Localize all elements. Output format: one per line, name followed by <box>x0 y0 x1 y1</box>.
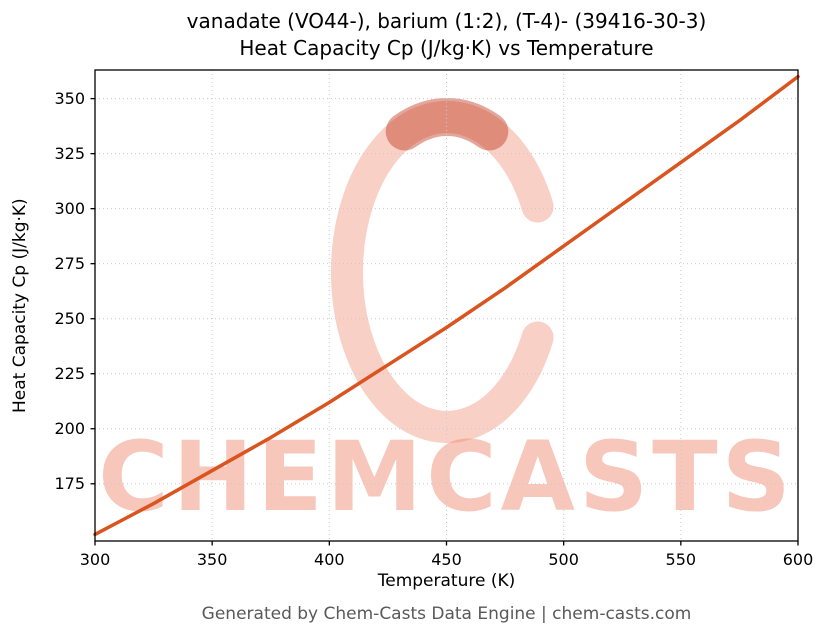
y-axis-label: Heat Capacity Cp (J/kg·K) <box>10 198 30 413</box>
chart-title-line-2: Heat Capacity Cp (J/kg·K) vs Temperature <box>239 36 654 60</box>
footer-credit: Generated by Chem-Casts Data Engine | ch… <box>201 604 692 624</box>
x-tick-label: 550 <box>665 550 697 569</box>
y-tick-label: 350 <box>54 88 85 108</box>
y-tick-label: 175 <box>54 473 85 493</box>
y-tick-label: 300 <box>54 198 85 218</box>
x-tick-label: 300 <box>79 550 111 569</box>
x-tick-label: 450 <box>431 550 462 569</box>
x-tick-label: 350 <box>196 550 228 569</box>
x-tick-label: 500 <box>548 550 579 569</box>
x-tick-label: 600 <box>782 550 814 569</box>
y-tick-label: 250 <box>54 308 85 328</box>
y-tick-label: 225 <box>54 363 85 383</box>
watermark-text: CHEMCASTS <box>98 421 795 533</box>
y-tick-label: 325 <box>54 143 85 163</box>
y-tick-label: 200 <box>54 418 85 438</box>
chart-title: vanadate (VO44-), barium (1:2), (T-4)- (… <box>95 8 798 62</box>
y-tick-label: 275 <box>54 253 85 273</box>
x-axis-label: Temperature (K) <box>377 571 516 591</box>
x-tick-label: 400 <box>314 550 345 569</box>
chart-title-line-1: vanadate (VO44-), barium (1:2), (T-4)- (… <box>186 9 707 33</box>
